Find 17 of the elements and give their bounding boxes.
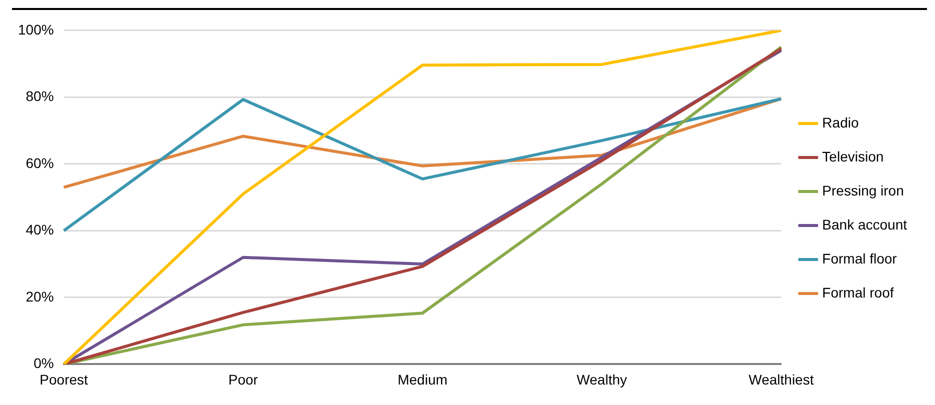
legend-label: Formal roof [822, 284, 894, 300]
legend-label: Formal floor [822, 250, 898, 266]
legend-label: Bank account [822, 216, 908, 232]
y-tick-label: 100% [18, 21, 54, 38]
x-tick-label: Wealthiest [748, 371, 814, 388]
legend-label: Radio [822, 114, 859, 130]
y-tick-label: 40% [26, 222, 54, 238]
y-tick-label: 60% [26, 154, 54, 171]
legend-label: Television [822, 148, 884, 164]
y-tick-label: 0% [34, 355, 54, 372]
x-tick-label: Poorest [40, 371, 88, 388]
y-tick-label: 80% [26, 88, 54, 104]
legend-label: Pressing iron [822, 182, 904, 198]
x-tick-label: Poor [228, 371, 258, 388]
y-tick-label: 20% [26, 288, 54, 304]
x-tick-label: Medium [398, 371, 448, 388]
x-tick-label: Wealthy [576, 371, 627, 388]
